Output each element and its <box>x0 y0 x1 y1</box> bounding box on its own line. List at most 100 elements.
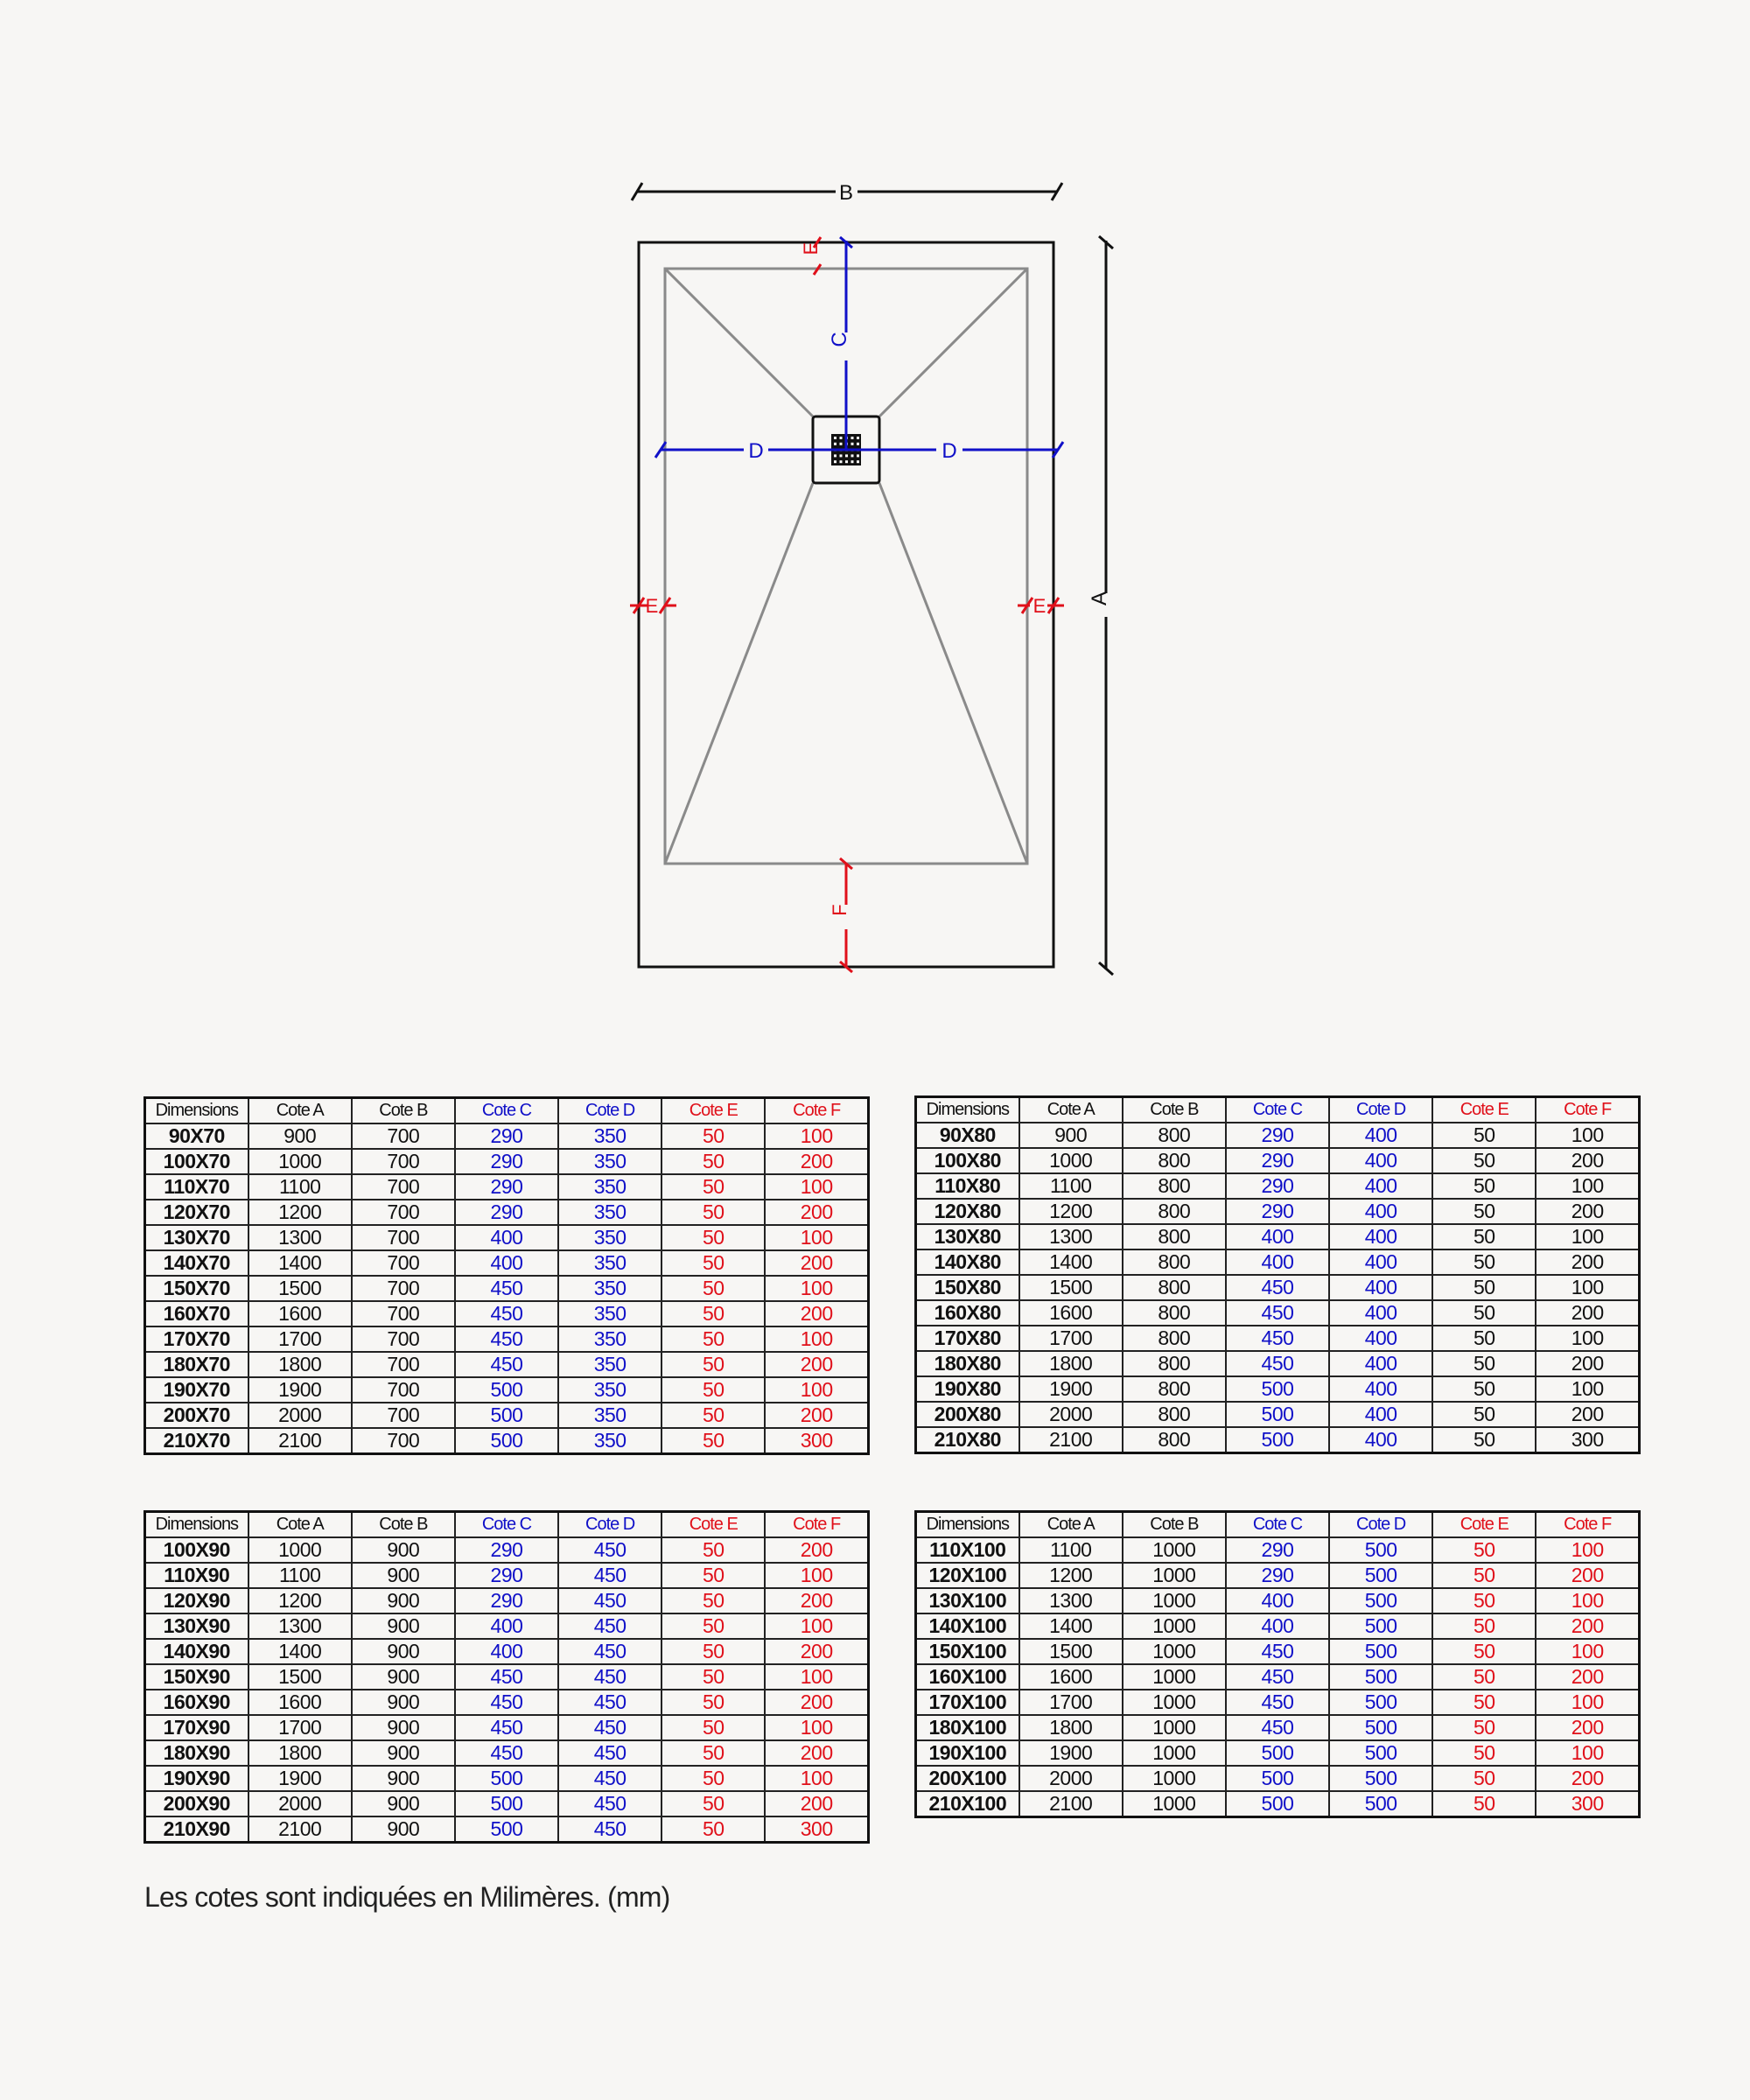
dimension-cell: 180X80 <box>914 1350 1020 1377</box>
value-cell: 350 <box>557 1123 663 1150</box>
value-cell: 50 <box>661 1587 766 1614</box>
value-cell: 290 <box>1224 1172 1331 1200</box>
value-cell: 1300 <box>1018 1587 1124 1614</box>
value-cell: 450 <box>557 1816 663 1844</box>
grate-hole <box>839 454 843 458</box>
header-row: Dimensions Cote A Cote B Cote C Cote D Cote E… <box>914 1510 1641 1538</box>
value-cell: 1700 <box>247 1326 353 1353</box>
value-cell: 450 <box>453 1326 560 1353</box>
value-cell: 400 <box>1328 1122 1434 1149</box>
value-cell: 450 <box>453 1351 560 1378</box>
column-header: Cote E <box>1432 1096 1537 1124</box>
value-cell: 50 <box>661 1123 766 1150</box>
value-cell: 900 <box>350 1562 456 1589</box>
value-cell: 100 <box>764 1765 870 1792</box>
column-header: Cote B <box>350 1096 456 1124</box>
value-cell: 2000 <box>247 1790 353 1817</box>
value-cell: 50 <box>661 1816 766 1844</box>
value-cell: 1900 <box>247 1765 353 1792</box>
value-cell: 1000 <box>1121 1613 1227 1640</box>
value-cell: 800 <box>1121 1198 1227 1225</box>
value-cell: 50 <box>1432 1740 1537 1767</box>
table-row: 170X70 1700 700 450 350 50 100 <box>144 1326 870 1353</box>
value-cell: 200 <box>764 1790 870 1817</box>
value-cell: 100 <box>1535 1638 1641 1665</box>
value-cell: 450 <box>453 1300 560 1327</box>
value-cell: 50 <box>661 1740 766 1767</box>
value-cell: 500 <box>1328 1689 1434 1716</box>
value-cell: 1500 <box>247 1275 353 1302</box>
dimension-cell: 160X80 <box>914 1299 1020 1326</box>
value-cell: 1800 <box>247 1351 353 1378</box>
value-cell: 1700 <box>1018 1689 1124 1716</box>
table-row: 180X80 1800 800 450 400 50 200 <box>914 1350 1641 1377</box>
value-cell: 450 <box>1224 1663 1331 1690</box>
grate-hole <box>850 454 854 458</box>
table-row: 200X90 2000 900 500 450 50 200 <box>144 1790 870 1817</box>
value-cell: 290 <box>453 1562 560 1589</box>
dimension-cell: 110X90 <box>144 1562 249 1589</box>
value-cell: 1000 <box>1121 1714 1227 1741</box>
value-cell: 200 <box>764 1536 870 1564</box>
value-cell: 900 <box>350 1536 456 1564</box>
value-cell: 400 <box>1328 1172 1434 1200</box>
value-cell: 350 <box>557 1275 663 1302</box>
value-cell: 50 <box>661 1790 766 1817</box>
value-cell: 290 <box>453 1123 560 1150</box>
value-cell: 800 <box>1121 1223 1227 1250</box>
value-cell: 500 <box>453 1765 560 1792</box>
table-row: 190X70 1900 700 500 350 50 100 <box>144 1376 870 1404</box>
value-cell: 900 <box>350 1613 456 1640</box>
dimension-cell: 140X80 <box>914 1249 1020 1276</box>
table-row: 200X80 2000 800 500 400 50 200 <box>914 1401 1641 1428</box>
value-cell: 450 <box>557 1714 663 1741</box>
column-header: Cote D <box>1328 1096 1434 1124</box>
value-cell: 50 <box>661 1402 766 1429</box>
value-cell: 100 <box>1535 1376 1641 1403</box>
value-cell: 500 <box>1328 1663 1434 1690</box>
value-cell: 1900 <box>1018 1376 1124 1403</box>
value-cell: 400 <box>1328 1223 1434 1250</box>
value-cell: 200 <box>764 1351 870 1378</box>
value-cell: 1500 <box>1018 1274 1124 1301</box>
value-cell: 100 <box>1535 1325 1641 1352</box>
dimension-cell: 140X70 <box>144 1250 249 1277</box>
value-cell: 450 <box>1224 1714 1331 1741</box>
grate-hole <box>834 442 836 445</box>
value-cell: 400 <box>453 1224 560 1251</box>
table-row: 190X100 1900 1000 500 500 50 100 <box>914 1740 1641 1767</box>
value-cell: 500 <box>453 1816 560 1844</box>
table-row: 100X90 1000 900 290 450 50 200 <box>144 1536 870 1564</box>
value-cell: 100 <box>1535 1689 1641 1716</box>
value-cell: 800 <box>1121 1299 1227 1326</box>
value-cell: 100 <box>764 1123 870 1150</box>
value-cell: 50 <box>1432 1147 1537 1174</box>
table-row: 150X80 1500 800 450 400 50 100 <box>914 1274 1641 1301</box>
units-note: Les cotes sont indiquées en Milimères. (… <box>144 1881 670 1913</box>
dimension-cell: 100X80 <box>914 1147 1020 1174</box>
value-cell: 450 <box>557 1790 663 1817</box>
value-cell: 400 <box>1224 1613 1331 1640</box>
value-cell: 200 <box>764 1199 870 1226</box>
dimension-cell: 210X80 <box>914 1426 1020 1454</box>
value-cell: 450 <box>557 1587 663 1614</box>
value-cell: 350 <box>557 1402 663 1429</box>
value-cell: 50 <box>661 1765 766 1792</box>
dimension-cell: 150X100 <box>914 1638 1020 1665</box>
value-cell: 100 <box>764 1173 870 1200</box>
dimension-cell: 120X100 <box>914 1562 1020 1589</box>
value-cell: 900 <box>350 1714 456 1741</box>
value-cell: 50 <box>1432 1714 1537 1741</box>
value-cell: 700 <box>350 1123 456 1150</box>
value-cell: 50 <box>661 1562 766 1589</box>
table-row: 90X70 900 700 290 350 50 100 <box>144 1123 870 1150</box>
value-cell: 50 <box>1432 1790 1537 1818</box>
dimension-cell: 120X90 <box>144 1587 249 1614</box>
table-row: 140X70 1400 700 400 350 50 200 <box>144 1250 870 1277</box>
value-cell: 450 <box>557 1765 663 1792</box>
value-cell: 1200 <box>1018 1198 1124 1225</box>
table-row: 130X70 1300 700 400 350 50 100 <box>144 1224 870 1251</box>
dimension-cell: 160X90 <box>144 1689 249 1716</box>
column-header: Dimensions <box>144 1510 249 1538</box>
table-row: 90X80 900 800 290 400 50 100 <box>914 1122 1641 1149</box>
